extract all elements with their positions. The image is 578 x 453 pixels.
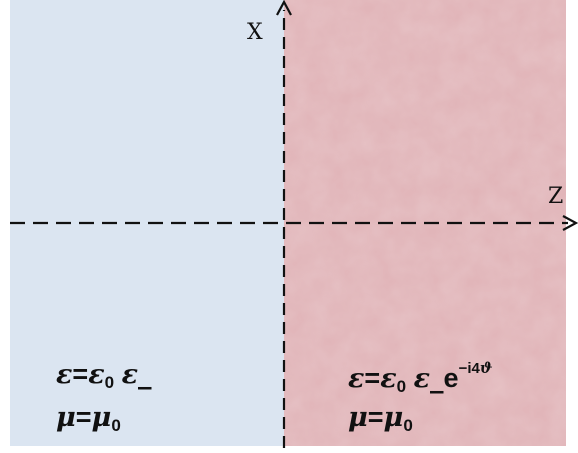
z-axis-label: Z bbox=[548, 184, 564, 209]
right-eps-base: ε bbox=[380, 363, 397, 394]
right-mu-symbol: μ bbox=[348, 402, 368, 433]
left-permeability-formula: μ=μ0 bbox=[56, 402, 121, 435]
right-mu-base-subscript: 0 bbox=[403, 416, 413, 435]
left-eps-base: ε bbox=[88, 359, 105, 390]
left-eps-factor: ε_ bbox=[121, 359, 152, 390]
left-eps-equals: = bbox=[72, 359, 89, 389]
x-axis-label: X bbox=[247, 20, 263, 45]
z-axis-arrowhead bbox=[562, 215, 578, 231]
left-mu-base: μ bbox=[91, 402, 112, 433]
right-exp-power-prefix: −i4 bbox=[458, 360, 480, 377]
left-mu-base-subscript: 0 bbox=[111, 416, 121, 435]
right-eps-base-subscript: 0 bbox=[396, 377, 407, 396]
right-permeability-formula: μ=μ0 bbox=[348, 402, 413, 435]
right-exp-base: e bbox=[443, 363, 459, 393]
left-eps-symbol: ε bbox=[56, 359, 73, 390]
right-eps-equals: = bbox=[364, 363, 381, 393]
left-eps-base-subscript: 0 bbox=[104, 373, 115, 392]
x-axis-arrowhead bbox=[276, 0, 292, 16]
right-mu-base: μ bbox=[383, 402, 404, 433]
left-mu-equals: = bbox=[75, 402, 92, 432]
right-eps-symbol: ε bbox=[348, 363, 365, 394]
right-mu-equals: = bbox=[367, 402, 384, 432]
right-exp-power-symbol: ϑ bbox=[479, 359, 493, 377]
right-permittivity-formula: ε=ε0 ε_e−i4ϑ bbox=[348, 360, 493, 396]
left-medium-region bbox=[10, 0, 284, 446]
left-mu-symbol: μ bbox=[56, 402, 76, 433]
right-exp-power: −i4ϑ bbox=[459, 360, 493, 377]
right-eps-factor: ε_ bbox=[413, 363, 444, 394]
left-permittivity-formula: ε=ε0 ε_ bbox=[56, 359, 152, 392]
